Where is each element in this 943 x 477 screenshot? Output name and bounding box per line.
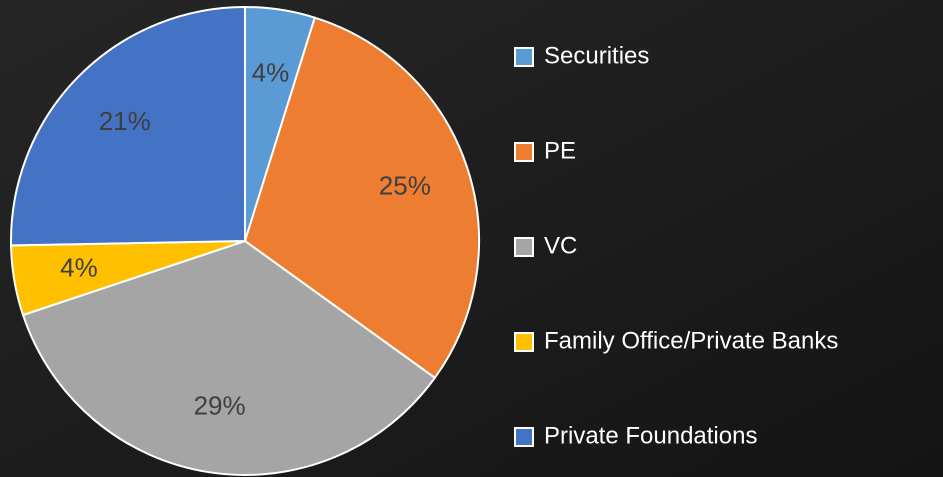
legend-label: Family Office/Private Banks (544, 327, 838, 354)
legend-swatch (514, 237, 534, 257)
pie-slice (243, 16, 480, 380)
data-label: 25% (379, 171, 431, 201)
legend-swatch (514, 427, 534, 447)
data-label: 21% (99, 106, 151, 136)
data-label: 29% (194, 390, 246, 420)
legend-label: PE (544, 137, 576, 164)
legend-label: Private Foundations (544, 422, 757, 449)
pie-slice (10, 5, 246, 247)
legend-label: VC (544, 232, 577, 259)
legend-swatch (514, 332, 534, 352)
pie-slice (21, 239, 437, 476)
legend-label: Securities (544, 42, 649, 69)
data-label: 4% (60, 252, 98, 282)
legend-swatch (514, 142, 534, 162)
legend-swatch (514, 47, 534, 67)
data-label: 4% (252, 57, 290, 87)
